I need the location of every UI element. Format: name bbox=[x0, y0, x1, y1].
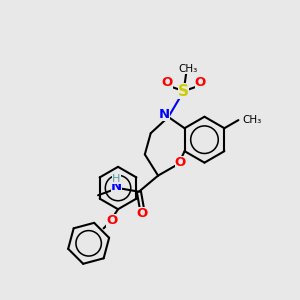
Text: O: O bbox=[161, 76, 172, 89]
Text: N: N bbox=[159, 108, 170, 121]
Text: N: N bbox=[111, 180, 122, 193]
Text: O: O bbox=[106, 214, 117, 227]
Text: O: O bbox=[195, 76, 206, 89]
Text: S: S bbox=[178, 84, 189, 99]
Text: CH₃: CH₃ bbox=[242, 115, 261, 125]
Text: CH₃: CH₃ bbox=[178, 64, 197, 74]
Text: O: O bbox=[175, 156, 186, 169]
Text: H: H bbox=[112, 174, 121, 184]
Text: O: O bbox=[136, 207, 147, 220]
